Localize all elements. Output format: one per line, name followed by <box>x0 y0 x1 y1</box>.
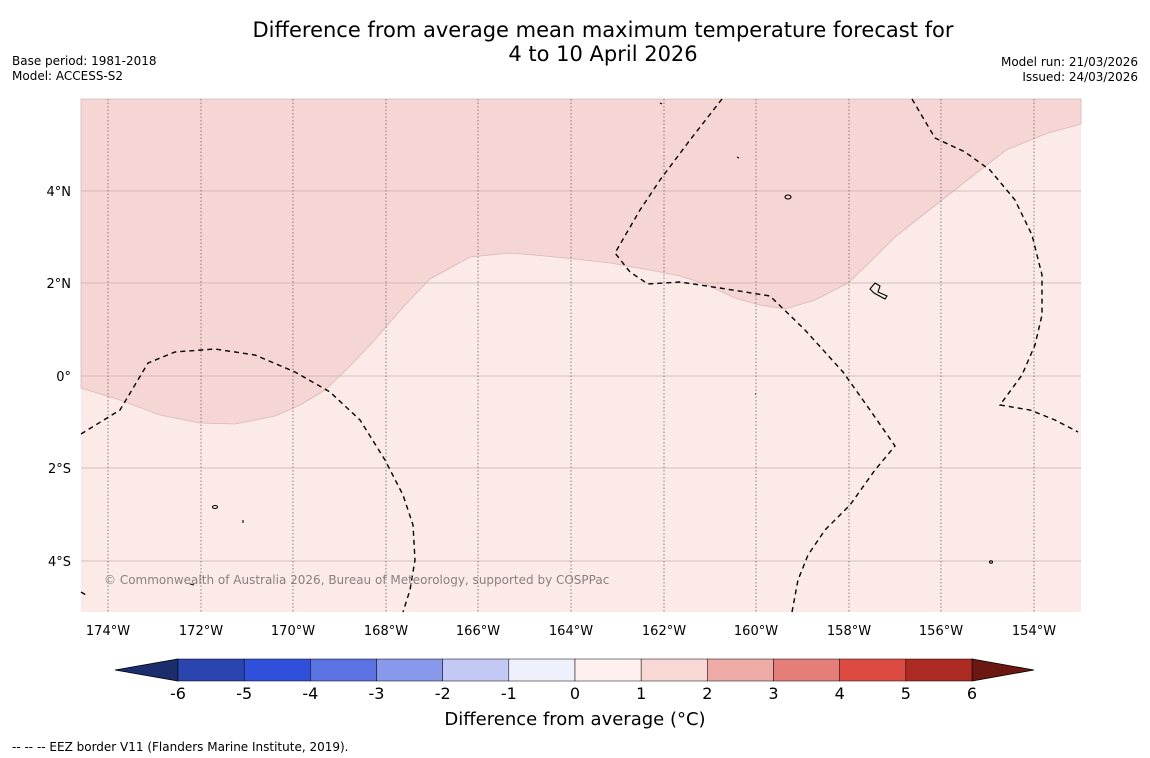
colorbar-segment <box>839 658 907 682</box>
colorbar-tick-label: 4 <box>835 684 845 703</box>
longitude-labels: 174°W 172°W 170°W 168°W 166°W 164°W 162°… <box>86 624 1056 639</box>
longitude-gridlines <box>107 99 1035 612</box>
colorbar-segment <box>905 658 973 682</box>
colorbar-label: Difference from average (°C) <box>444 709 706 730</box>
base-period: Base period: 1981-2018 <box>12 54 157 68</box>
islands <box>189 102 994 586</box>
colorbar-tick-label: -1 <box>501 684 517 703</box>
issued-date: Issued: 24/03/2026 <box>1022 70 1138 84</box>
model-run: Model run: 21/03/2026 <box>1000 55 1138 69</box>
meta-left: Base period: 1981-2018 Model: ACCESS-S2 <box>12 54 157 84</box>
colorbar-segment <box>508 658 576 682</box>
eez-legend: -- -- -- EEZ border V11 (Flanders Marine… <box>12 740 349 754</box>
title-line-1: Difference from average mean maximum tem… <box>252 18 954 42</box>
latitude-gridlines <box>81 190 1081 562</box>
colorbar-segment <box>376 658 443 682</box>
lon-label: 172°W <box>179 624 223 639</box>
colorbar-tick-label: -2 <box>435 684 451 703</box>
colorbar-upper-extend <box>971 658 1035 682</box>
copyright-notice: © Commonwealth of Australia 2026, Bureau… <box>104 573 609 587</box>
anomaly-region-1-2 <box>80 98 1082 425</box>
colorbar-ticks: -6 -5 -4 -3 -2 -1 0 1 2 3 4 5 6 <box>170 684 977 703</box>
lon-label: 166°W <box>456 624 500 639</box>
map-title: Difference from average mean maximum tem… <box>0 18 1150 66</box>
colorbar-tick-label: 0 <box>570 684 580 703</box>
colorbar-segment <box>310 658 377 682</box>
colorbar-lower-extend <box>114 658 179 682</box>
colorbar-segment <box>243 658 311 682</box>
lat-label: 4°S <box>48 555 71 570</box>
lon-label: 168°W <box>364 624 408 639</box>
colorbar-tick-label: -4 <box>302 684 318 703</box>
colorbar-tick-label: -5 <box>236 684 252 703</box>
lat-label: 0° <box>56 370 71 385</box>
colorbar-segment <box>177 658 245 682</box>
colorbar-segment <box>574 658 642 682</box>
colorbar-tick-label: 3 <box>768 684 778 703</box>
title-line-2: 4 to 10 April 2026 <box>508 42 698 66</box>
lon-label: 170°W <box>271 624 315 639</box>
lon-label: 164°W <box>549 624 593 639</box>
map-panel: © Commonwealth of Australia 2026, Bureau… <box>80 98 1082 613</box>
lon-label: 158°W <box>827 624 871 639</box>
lon-label: 162°W <box>642 624 686 639</box>
colorbar-tick-label: 1 <box>636 684 646 703</box>
model-name: Model: ACCESS-S2 <box>12 69 124 83</box>
lat-label: 2°N <box>47 277 72 292</box>
eez-borders <box>80 98 1079 613</box>
lat-label: 4°N <box>47 185 72 200</box>
colorbar-segment <box>442 658 510 682</box>
colorbar: -6 -5 -4 -3 -2 -1 0 1 2 3 4 5 6 <box>114 658 1035 703</box>
meta-right: Model run: 21/03/2026 Issued: 24/03/2026 <box>1001 55 1138 85</box>
colorbar-segment <box>707 658 774 682</box>
colorbar-segment <box>773 658 840 682</box>
colorbar-tick-label: 2 <box>702 684 712 703</box>
colorbar-tick-label: -3 <box>369 684 385 703</box>
lon-label: 174°W <box>86 624 130 639</box>
lon-label: 160°W <box>734 624 778 639</box>
latitude-labels: 4°N 2°N 0° 2°S 4°S <box>47 185 72 570</box>
lat-label: 2°S <box>48 462 71 477</box>
colorbar-segment <box>640 658 708 682</box>
colorbar-tick-label: 5 <box>901 684 911 703</box>
lon-label: 156°W <box>919 624 963 639</box>
colorbar-tick-label: -6 <box>170 684 186 703</box>
colorbar-segments <box>177 658 973 682</box>
lon-label: 154°W <box>1012 624 1056 639</box>
colorbar-tick-label: 6 <box>967 684 977 703</box>
